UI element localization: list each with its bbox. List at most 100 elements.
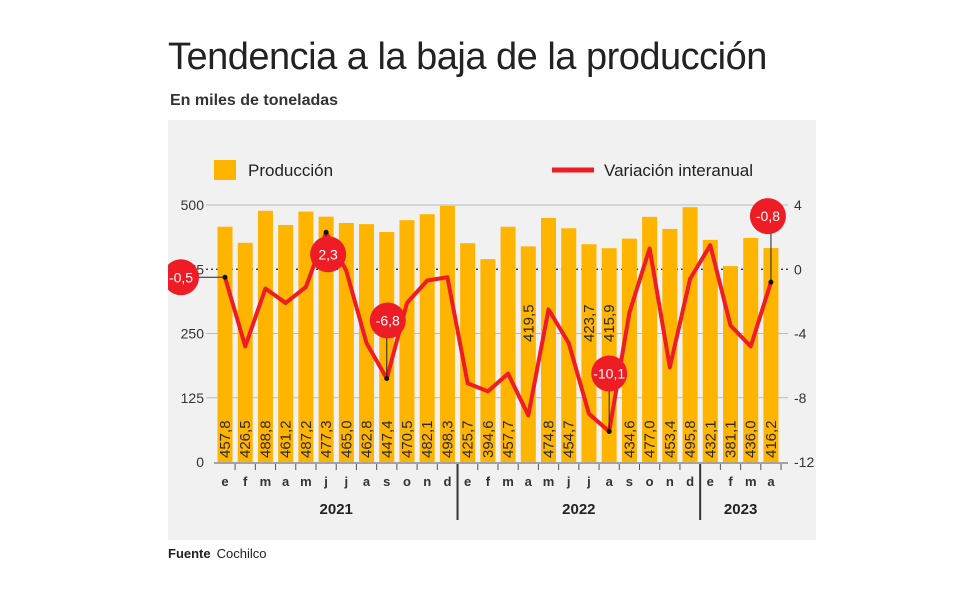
chart-subtitle: En miles de toneladas xyxy=(170,92,339,109)
month-label: a xyxy=(606,474,614,489)
callout-bubble xyxy=(168,259,199,296)
bar-value-label: 461,2 xyxy=(278,420,295,458)
bar-value-label: 457,8 xyxy=(217,420,234,458)
year-label: 2022 xyxy=(562,501,595,518)
right-axis-tick: -8 xyxy=(794,390,807,406)
bar-value-label: 477,0 xyxy=(642,420,659,458)
callout-bubble xyxy=(310,236,347,273)
bar-value-label: 495,8 xyxy=(682,420,699,458)
bar xyxy=(763,248,779,462)
month-label: j xyxy=(344,474,349,489)
bar xyxy=(237,242,253,462)
legend-bar-swatch xyxy=(214,160,236,180)
bar-value-label: 447,4 xyxy=(379,420,396,458)
chart-title: Tendencia a la baja de la producción xyxy=(168,36,767,78)
bar xyxy=(257,210,273,462)
legend-line-label: Variación interanual xyxy=(604,161,753,180)
right-axis-tick: 0 xyxy=(794,261,802,277)
bar xyxy=(500,226,516,462)
callout-point xyxy=(606,428,612,434)
bar-value-label: 426,5 xyxy=(237,420,254,458)
callout-label: 2,3 xyxy=(318,246,338,262)
month-label: m xyxy=(543,474,555,489)
month-label: n xyxy=(423,474,431,489)
month-label: e xyxy=(707,474,714,489)
month-label: e xyxy=(464,474,471,489)
bar-value-label: 394,6 xyxy=(480,420,497,458)
bar xyxy=(480,259,496,462)
callout-label: -6,8 xyxy=(376,312,400,328)
month-label: n xyxy=(666,474,674,489)
bar-value-label: 465,0 xyxy=(338,420,355,458)
bar-value-label: 457,7 xyxy=(500,420,517,458)
callout-point xyxy=(768,279,774,285)
bar-value-label: 425,7 xyxy=(460,420,477,458)
bar-value-label: 434,6 xyxy=(621,420,638,458)
callout-bubble xyxy=(369,302,406,339)
callout-bubble xyxy=(749,198,786,235)
callout-label: -0,5 xyxy=(169,269,193,285)
source-value: Cochilco xyxy=(216,546,267,561)
bar-value-label: 462,8 xyxy=(359,420,376,458)
bar-value-label: 423,7 xyxy=(581,304,598,342)
bar-value-label: 454,7 xyxy=(561,420,578,458)
bar-value-label: 498,3 xyxy=(439,420,456,458)
callout-point xyxy=(384,375,390,381)
month-label: a xyxy=(767,474,775,489)
left-axis-tick: 250 xyxy=(181,326,205,342)
callout-label: -0,8 xyxy=(756,208,780,224)
month-label: d xyxy=(686,474,694,489)
left-axis-tick: 125 xyxy=(181,390,205,406)
legend-bar-label: Producción xyxy=(248,161,333,180)
right-axis-tick: 4 xyxy=(794,197,802,213)
bar-value-label: 381,1 xyxy=(723,420,740,458)
month-label: a xyxy=(363,474,371,489)
month-label: s xyxy=(626,474,633,489)
month-label: f xyxy=(486,474,491,489)
month-label: o xyxy=(646,474,654,489)
bar xyxy=(399,220,415,462)
month-label: a xyxy=(282,474,290,489)
bar xyxy=(581,244,597,462)
bar xyxy=(662,228,678,462)
month-label: j xyxy=(323,474,328,489)
bar xyxy=(743,237,759,462)
year-label: 2023 xyxy=(724,501,757,518)
bar-value-label: 419,5 xyxy=(520,304,537,342)
left-axis-tick: 500 xyxy=(181,197,205,213)
month-label: j xyxy=(566,474,571,489)
month-label: m xyxy=(300,474,312,489)
month-label: e xyxy=(221,474,228,489)
bar-value-label: 488,8 xyxy=(257,420,274,458)
month-label: s xyxy=(383,474,390,489)
month-label: a xyxy=(525,474,533,489)
month-label: d xyxy=(443,474,451,489)
bar-value-label: 416,2 xyxy=(763,420,780,458)
month-label: o xyxy=(403,474,411,489)
month-label: f xyxy=(243,474,248,489)
month-label: m xyxy=(502,474,514,489)
year-label: 2021 xyxy=(320,501,353,518)
callout-point xyxy=(222,274,228,280)
bar xyxy=(278,224,294,462)
bar-value-label: 482,1 xyxy=(419,420,436,458)
bar xyxy=(460,243,476,462)
bar xyxy=(520,246,536,462)
month-label: m xyxy=(260,474,272,489)
month-label: j xyxy=(586,474,591,489)
bar-value-label: 487,2 xyxy=(298,420,315,458)
bar-value-label: 436,0 xyxy=(743,420,760,458)
bar xyxy=(702,239,718,462)
right-axis-tick: -4 xyxy=(794,326,807,342)
callout-bubble xyxy=(591,355,628,392)
bar-value-label: 474,8 xyxy=(541,420,558,458)
bar-value-label: 432,1 xyxy=(702,420,719,458)
source-label: Fuente xyxy=(168,546,211,561)
right-axis-tick: -12 xyxy=(794,454,814,470)
source-note: Fuente Cochilco xyxy=(168,546,266,561)
month-label: f xyxy=(728,474,733,489)
bar xyxy=(439,205,455,462)
left-axis-tick: 0 xyxy=(196,454,204,470)
bar xyxy=(541,217,557,462)
bar-value-label: 453,4 xyxy=(662,420,679,458)
